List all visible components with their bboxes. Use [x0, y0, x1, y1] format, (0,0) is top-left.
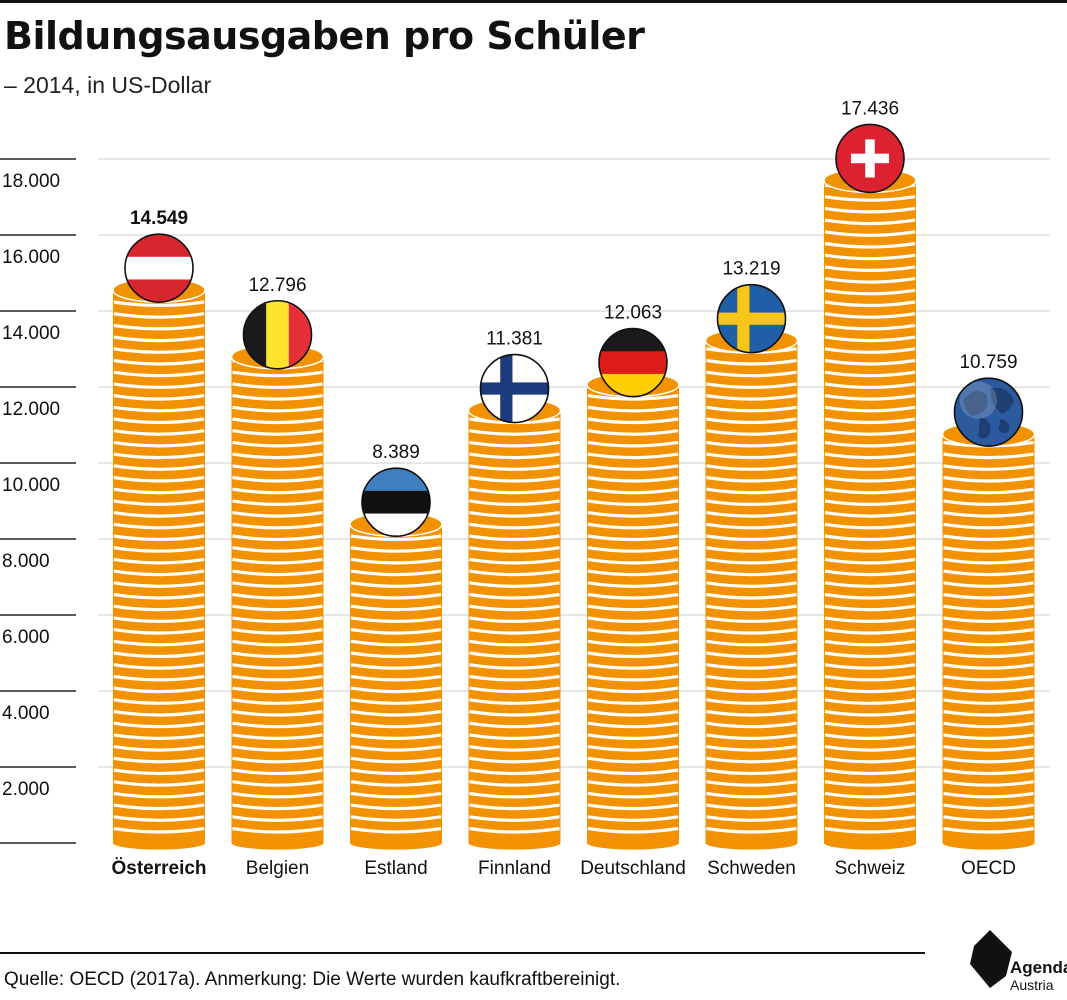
bars: 14.549 12.796 8.389 11.381 12.063 13.219 17.43…: [112, 98, 1036, 850]
flag-belgium-icon: [242, 299, 313, 370]
value-label: 13.219: [722, 259, 780, 280]
bar: [349, 511, 443, 850]
x-tick-label: OECD: [961, 858, 1016, 879]
globe-icon: [953, 377, 1024, 447]
flag-finland-icon: [479, 353, 550, 424]
flag-sweden-icon: [716, 283, 787, 354]
chart-subtitle: – 2014, in US-Dollar: [4, 72, 212, 98]
bar: [823, 167, 917, 850]
flag-austria-icon: [124, 233, 194, 303]
bar: [467, 397, 562, 850]
value-label: 8.389: [372, 442, 420, 463]
footer-rule: [0, 952, 925, 954]
y-axis: 2.000 4.000 6.000 8.000 10.000 12.000 14.000 16…: [0, 158, 76, 844]
y-tick-label: 8.000: [2, 551, 50, 572]
x-tick-label: Schweiz: [835, 858, 906, 879]
agenda-austria-logo: [970, 930, 1012, 988]
y-tick-label: 18.000: [2, 171, 60, 192]
y-tick-label: 2.000: [2, 779, 50, 800]
y-tick-label: 10.000: [2, 475, 60, 496]
value-label: 10.759: [959, 352, 1017, 373]
value-label: 14.549: [130, 208, 188, 229]
x-tick-label: Österreich: [111, 858, 206, 879]
x-tick-label: Deutschland: [580, 858, 686, 879]
coin-stack-bar-chart: 2.000 4.000 6.000 8.000 10.000 12.000 14.000 16…: [0, 98, 1050, 879]
value-label: 17.436: [841, 98, 899, 119]
y-tick-label: 4.000: [2, 703, 50, 724]
bar: [230, 344, 325, 850]
bar: [704, 327, 799, 850]
logo-text-austria: Austria: [1010, 977, 1054, 993]
x-tick-label: Finnland: [478, 858, 551, 879]
flag-switzerland-icon: [835, 123, 905, 194]
bar: [112, 277, 206, 850]
flag-estonia-icon: [361, 467, 431, 538]
flag-germany-icon: [598, 327, 668, 398]
x-axis: Österreich Belgien Estland Finnland Deutschl…: [111, 858, 1015, 879]
chart-title: Bildungsausgaben pro Schüler: [4, 14, 645, 58]
bar: [586, 371, 680, 850]
top-rule: [0, 0, 1067, 3]
bar: [941, 421, 1036, 850]
x-tick-label: Belgien: [246, 858, 309, 879]
x-tick-label: Schweden: [707, 858, 796, 879]
y-tick-label: 16.000: [2, 247, 60, 268]
value-label: 12.063: [604, 303, 662, 324]
source-note: Quelle: OECD (2017a). Anmerkung: Die Wer…: [4, 969, 621, 990]
y-tick-label: 14.000: [2, 323, 60, 344]
value-label: 12.796: [248, 275, 306, 296]
y-tick-label: 12.000: [2, 399, 60, 420]
x-tick-label: Estland: [364, 858, 427, 879]
value-label: 11.381: [486, 329, 543, 350]
logo-text-agenda: Agenda: [1010, 958, 1067, 977]
y-tick-label: 6.000: [2, 627, 50, 648]
